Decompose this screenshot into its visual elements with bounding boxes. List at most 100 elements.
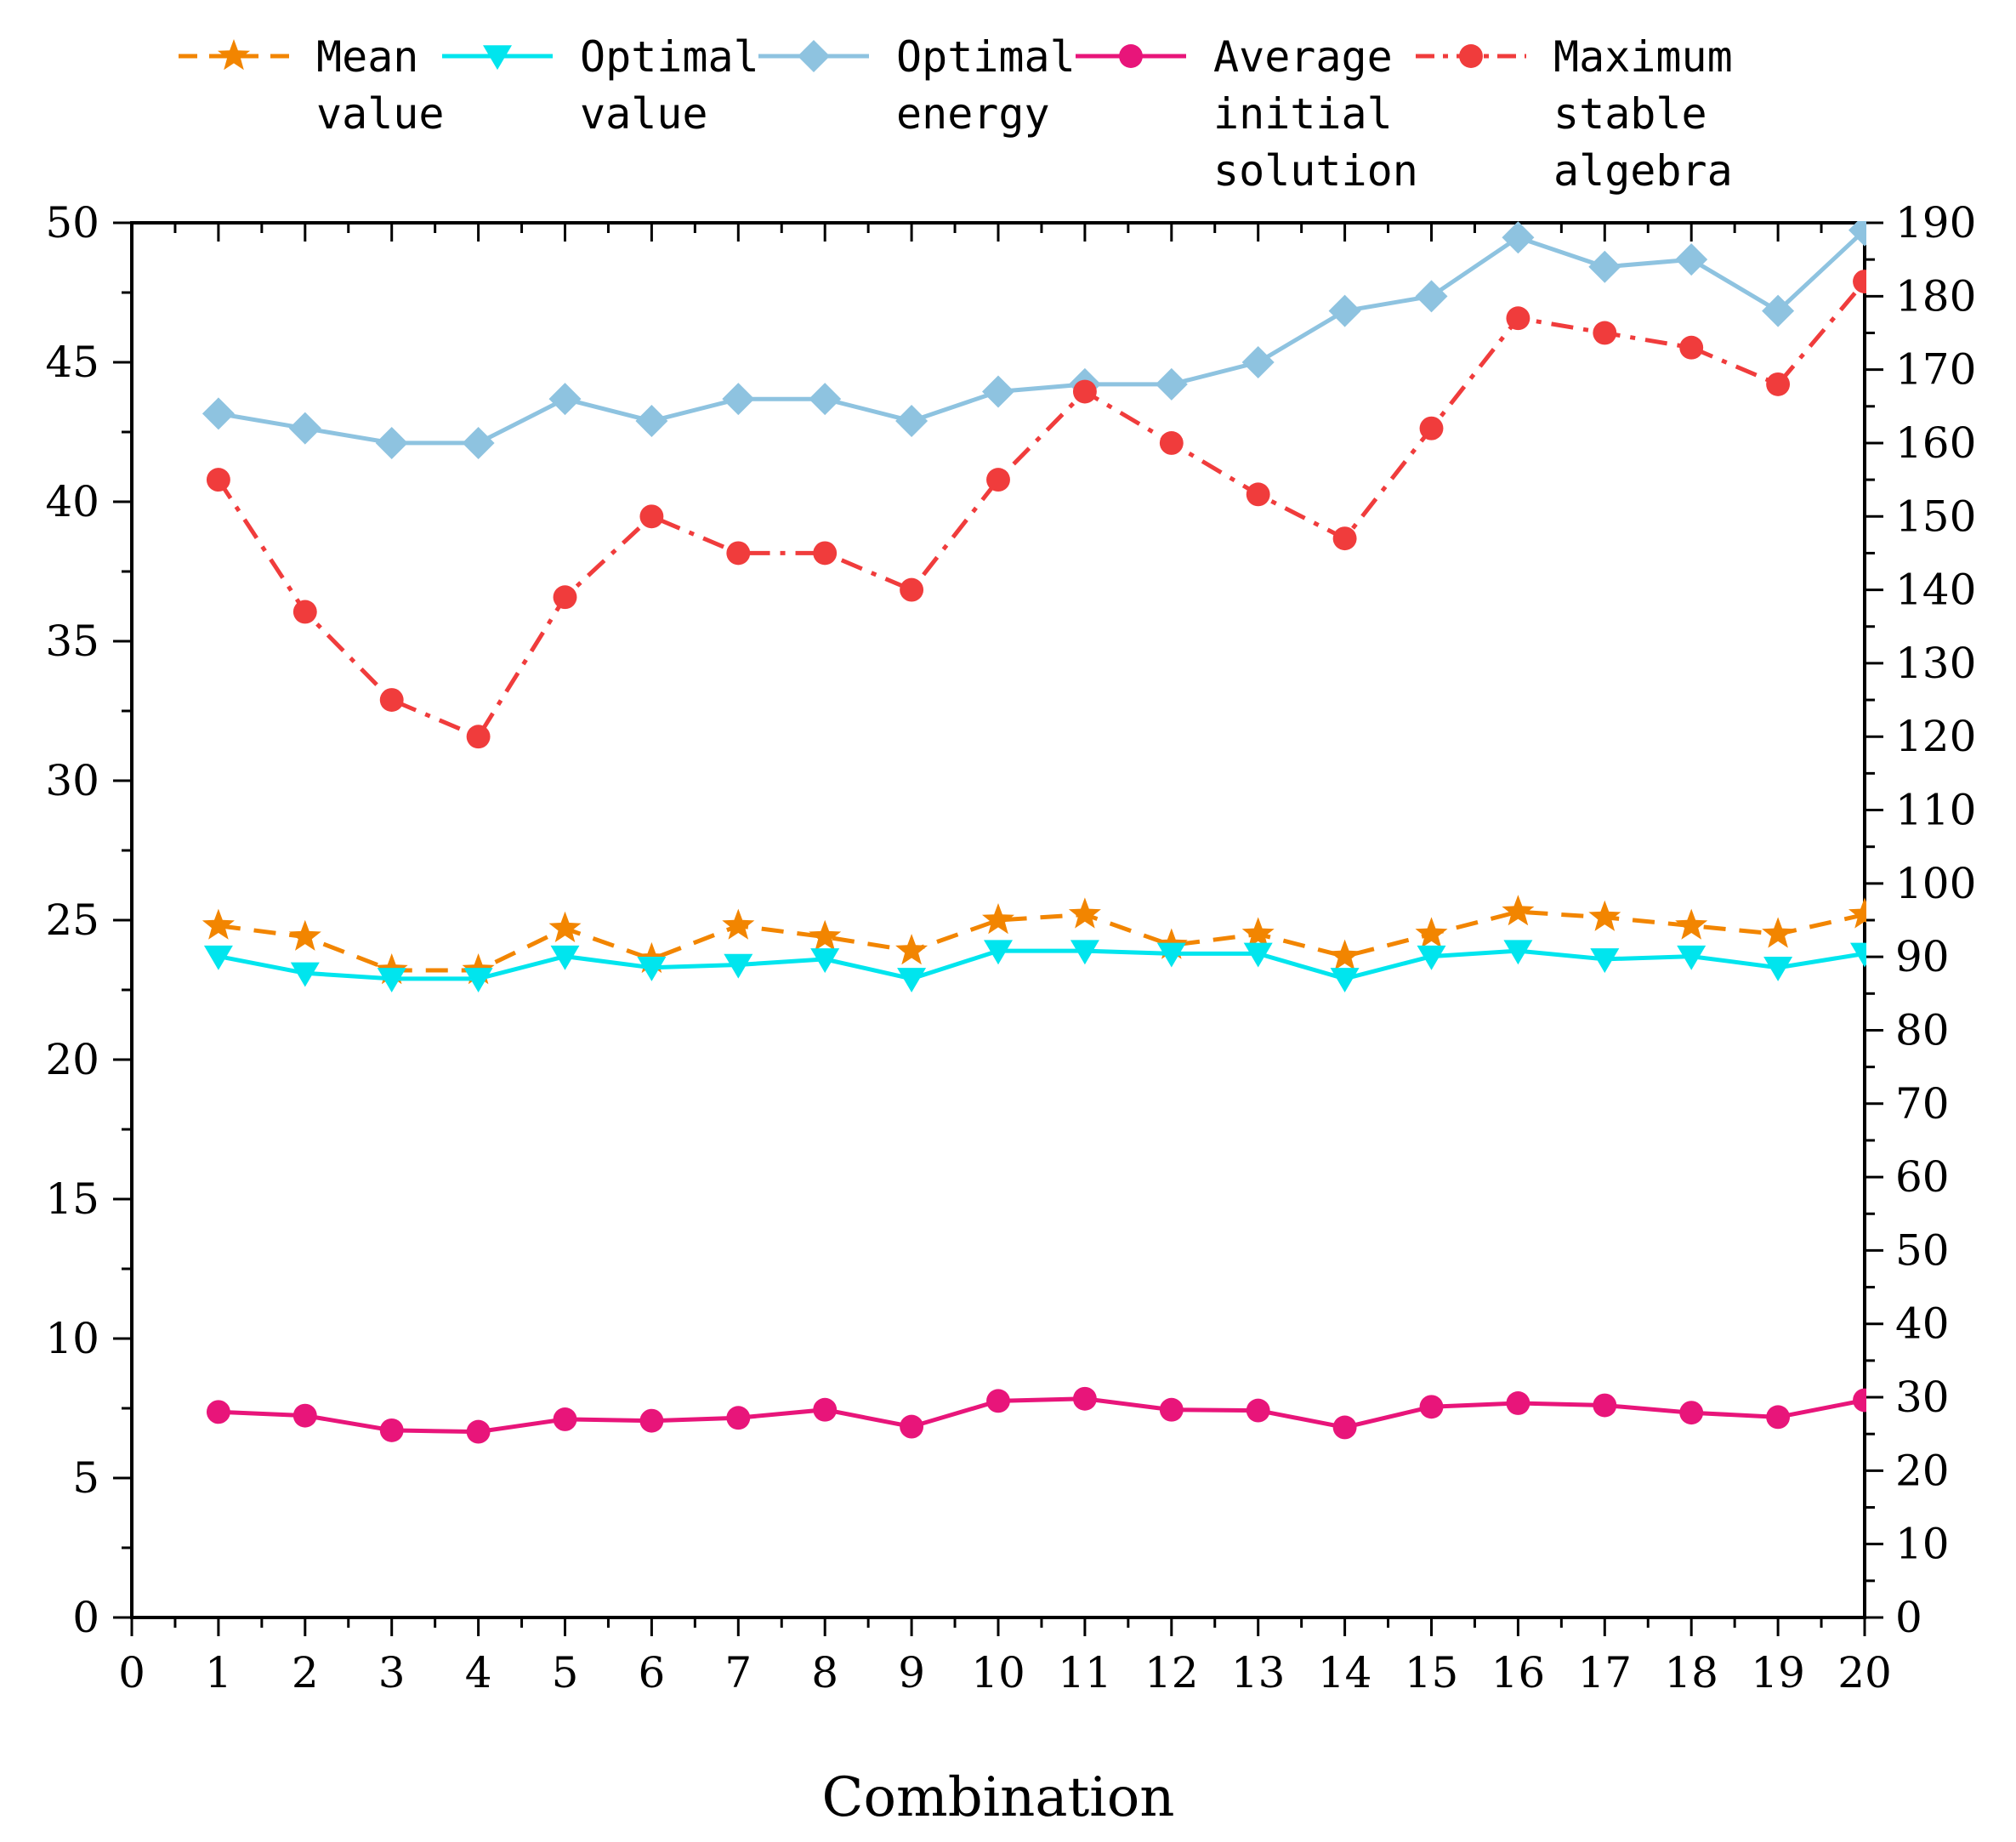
data-point — [1766, 372, 1791, 396]
series-line — [218, 1396, 1866, 1435]
x-tick-label: 12 — [1144, 1648, 1199, 1697]
data-point — [722, 908, 755, 940]
x-tick-label: 4 — [465, 1648, 492, 1697]
data-point — [639, 1408, 664, 1433]
data-point — [1848, 221, 1866, 247]
data-point — [1070, 940, 1099, 965]
series-optimal-value — [203, 940, 1866, 993]
data-point — [809, 919, 842, 951]
data-point — [1072, 379, 1097, 404]
series-average-initial-solution — [206, 1386, 1866, 1444]
y-left-tick-label: 10 — [45, 1314, 99, 1363]
series-optimal-energy — [202, 221, 1866, 459]
data-point — [984, 940, 1013, 965]
data-point — [1156, 942, 1186, 968]
y-right-tick-label: 150 — [1895, 492, 1976, 541]
data-point — [1679, 1401, 1704, 1425]
data-point — [1330, 968, 1360, 993]
data-point — [1241, 917, 1275, 948]
legend-label: Average — [1213, 32, 1393, 82]
legend-marker — [218, 39, 250, 71]
x-tick-label: 20 — [1837, 1648, 1892, 1697]
data-point — [1766, 1405, 1791, 1430]
x-tick-label: 14 — [1318, 1648, 1372, 1697]
series-line — [218, 948, 1866, 981]
legend-label: algebra — [1553, 146, 1733, 196]
data-point — [722, 383, 755, 416]
data-point — [639, 504, 664, 529]
data-point — [813, 1397, 838, 1422]
data-point — [1506, 1391, 1530, 1415]
data-point — [726, 541, 751, 566]
x-axis-title: Combination — [822, 1766, 1175, 1829]
y-right-tick-label: 180 — [1895, 271, 1976, 321]
data-point — [1853, 1388, 1866, 1413]
legend-item: Average initial solution — [1076, 32, 1418, 196]
data-point — [466, 1419, 491, 1444]
data-point — [810, 948, 840, 974]
y-right-tick-label: 130 — [1895, 639, 1976, 688]
left-axis: 0 5 10 15 20 25 30 35 40 45 50 — [45, 198, 132, 1642]
series-line — [218, 909, 1866, 973]
data-point — [292, 600, 317, 624]
x-tick-label: 2 — [292, 1648, 319, 1697]
series-line — [216, 280, 1866, 740]
data-point — [288, 919, 321, 951]
series-mean-value — [202, 895, 1866, 985]
data-point — [462, 426, 495, 459]
data-point — [377, 968, 406, 993]
legend: Mean value Optimal value Optimal energy Averag… — [179, 32, 1733, 196]
data-point — [548, 383, 582, 416]
data-point — [1850, 942, 1866, 968]
y-right-tick-label: 170 — [1895, 345, 1976, 395]
data-point — [1593, 1393, 1617, 1418]
data-point — [379, 1418, 404, 1442]
y-right-tick-label: 70 — [1895, 1079, 1950, 1129]
x-tick-label: 8 — [811, 1648, 838, 1697]
data-point — [290, 962, 320, 987]
data-point — [1593, 321, 1617, 345]
x-tick-label: 11 — [1058, 1648, 1112, 1697]
y-left-tick-label: 30 — [45, 756, 99, 805]
data-point — [1068, 897, 1101, 929]
legend-label: Optimal — [896, 32, 1076, 82]
legend-marker — [483, 45, 512, 71]
data-point — [1502, 895, 1535, 926]
y-right-tick-label: 100 — [1895, 859, 1976, 908]
y-left-tick-label: 5 — [72, 1453, 99, 1503]
x-tick-label: 6 — [638, 1648, 665, 1697]
data-point — [813, 541, 838, 566]
data-point — [1588, 900, 1621, 931]
y-right-tick-label: 40 — [1895, 1299, 1950, 1349]
data-point — [548, 911, 582, 942]
y-right-tick-label: 120 — [1895, 712, 1976, 761]
data-point — [1072, 1386, 1097, 1411]
y-right-tick-label: 160 — [1895, 418, 1976, 468]
data-point — [1159, 431, 1184, 455]
data-point — [900, 577, 924, 602]
legend-label: solution — [1213, 146, 1418, 196]
data-point — [1853, 270, 1866, 293]
data-point — [635, 405, 668, 438]
data-point — [1415, 917, 1448, 948]
x-tick-label: 9 — [898, 1648, 925, 1697]
legend-item: Optimal energy — [758, 32, 1076, 139]
data-point — [897, 968, 927, 993]
data-point — [206, 1400, 230, 1424]
data-point — [1502, 221, 1535, 254]
data-point — [550, 945, 580, 970]
y-right-tick-label: 50 — [1895, 1225, 1950, 1275]
legend-marker — [798, 40, 830, 72]
x-tick-label: 16 — [1491, 1648, 1546, 1697]
data-point — [1241, 346, 1275, 378]
data-point — [982, 375, 1014, 408]
data-point — [379, 688, 404, 712]
x-tick-label: 13 — [1231, 1648, 1286, 1697]
legend-label: value — [580, 89, 708, 139]
legend-marker — [1119, 44, 1143, 68]
data-point — [1675, 908, 1708, 940]
data-point — [1419, 1395, 1444, 1419]
y-right-tick-label: 0 — [1895, 1593, 1922, 1642]
